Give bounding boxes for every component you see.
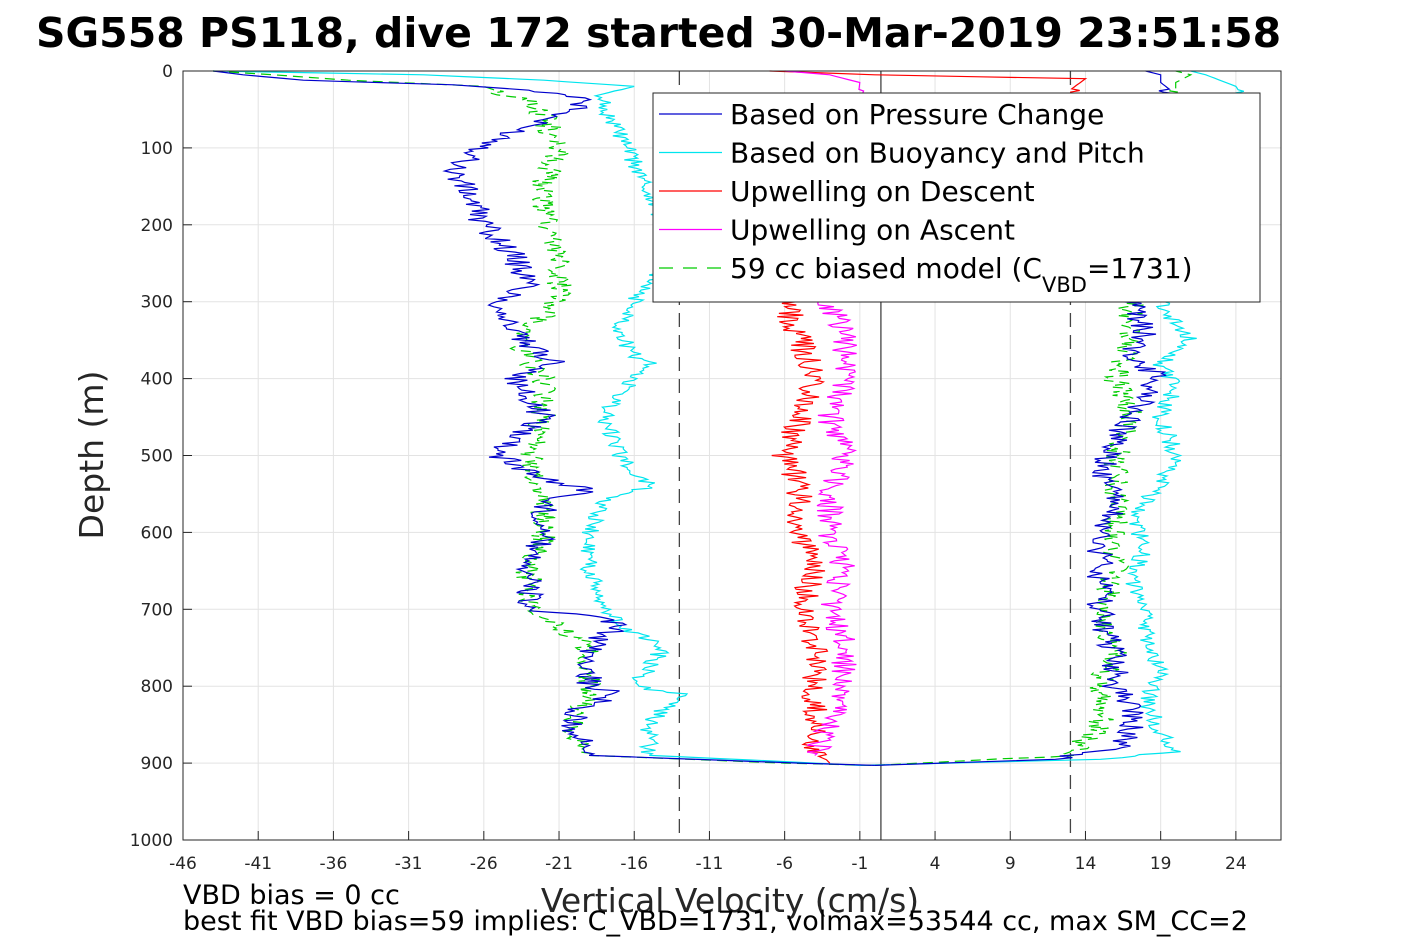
legend-box — [652, 92, 1261, 303]
x-tick-label: -31 — [395, 854, 423, 874]
x-tick-label: -26 — [470, 854, 498, 874]
y-tick-label: 700 — [141, 600, 173, 620]
x-tick-label: -1 — [851, 854, 868, 874]
legend-label: Based on Buoyancy and Pitch — [730, 137, 1145, 170]
y-axis-ticks: 0 100 200 300 400 500 600 700 800 900 1000 — [130, 62, 192, 851]
x-axis-label: Vertical Velocity (cm/s) — [541, 881, 919, 920]
y-tick-label: 400 — [141, 370, 173, 390]
x-tick-label: 24 — [1225, 854, 1247, 874]
chart-title: SG558 PS118, dive 172 started 30-Mar-201… — [36, 9, 1281, 57]
vbd-bias-note: VBD bias = 0 cc — [183, 880, 400, 911]
x-tick-label: -6 — [776, 854, 793, 874]
x-tick-label: -36 — [320, 854, 348, 874]
y-axis-label: Depth (m) — [72, 371, 111, 540]
y-tick-label: 1000 — [130, 831, 173, 851]
series-line-1-descent — [213, 70, 628, 756]
x-tick-label: -16 — [620, 854, 648, 874]
legend: Based on Pressure Change Based on Buoyanc… — [652, 92, 1261, 303]
x-tick-label: 4 — [930, 854, 941, 874]
x-tick-label: -11 — [696, 854, 724, 874]
series-line-2-descent — [213, 70, 689, 756]
x-tick-label: -41 — [244, 854, 272, 874]
y-tick-label: 0 — [162, 62, 173, 82]
best-fit-note: best fit VBD bias=59 implies: C_VBD=1731… — [183, 906, 1248, 937]
x-tick-label: 14 — [1075, 854, 1097, 874]
legend-label: Based on Pressure Change — [730, 98, 1104, 131]
legend-label: Upwelling on Descent — [730, 175, 1035, 208]
x-tick-label: 19 — [1150, 854, 1172, 874]
series-line-1-turn — [589, 754, 875, 766]
x-axis-ticks: -46 -41 -36 -31 -26 -21 -16 -11 -6 -1 4 9 14 19 24 — [169, 831, 1247, 874]
y-tick-label: 800 — [141, 677, 173, 697]
x-tick-label: -21 — [545, 854, 573, 874]
y-tick-label: 600 — [141, 523, 173, 543]
y-tick-label: 500 — [141, 447, 173, 467]
legend-label: Upwelling on Ascent — [730, 214, 1015, 247]
x-tick-label: 9 — [1005, 854, 1016, 874]
y-tick-label: 200 — [141, 216, 173, 236]
y-tick-label: 900 — [141, 754, 173, 774]
x-tick-label: -46 — [169, 854, 197, 874]
legend-label: 59 cc biased model (CVBD=1731) — [730, 252, 1193, 297]
y-tick-label: 100 — [141, 139, 173, 159]
y-tick-label: 300 — [141, 293, 173, 313]
